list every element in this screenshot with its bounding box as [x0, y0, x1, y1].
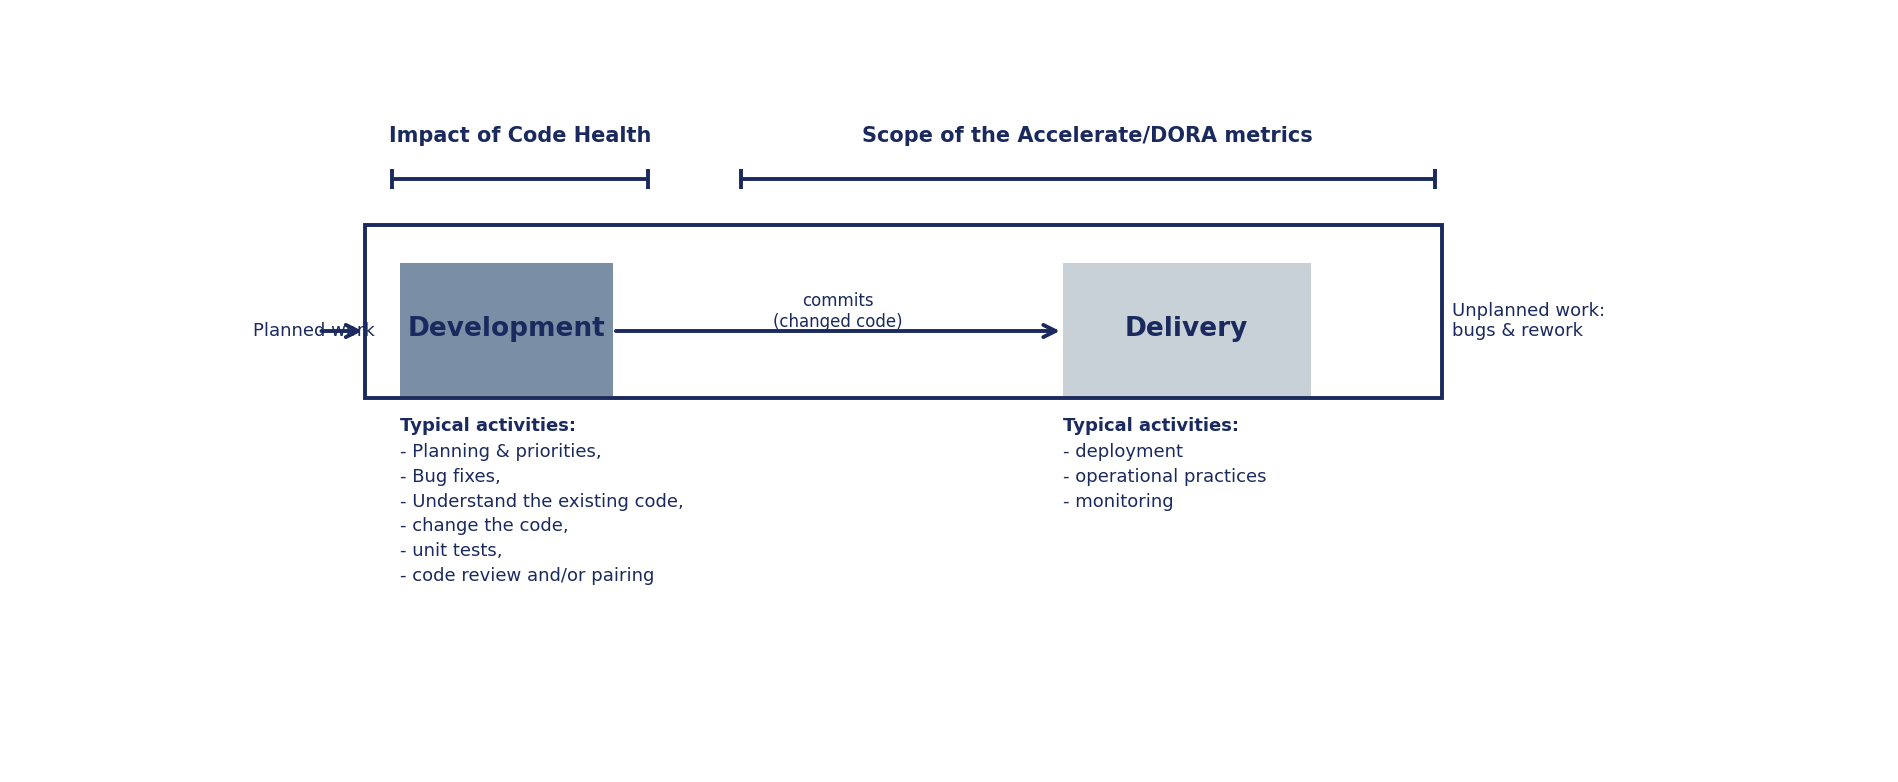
- Text: - unit tests,: - unit tests,: [400, 542, 503, 560]
- Text: - Bug fixes,: - Bug fixes,: [400, 468, 501, 486]
- Text: Unplanned work:
bugs & rework: Unplanned work: bugs & rework: [1452, 302, 1606, 340]
- Text: - operational practices: - operational practices: [1063, 468, 1266, 486]
- Text: Typical activities:: Typical activities:: [400, 418, 575, 436]
- Text: Impact of Code Health: Impact of Code Health: [389, 126, 651, 146]
- Text: - deployment: - deployment: [1063, 443, 1182, 461]
- Text: Scope of the Accelerate/DORA metrics: Scope of the Accelerate/DORA metrics: [862, 126, 1313, 146]
- Text: - monitoring: - monitoring: [1063, 493, 1173, 511]
- Bar: [364, 224, 1442, 398]
- Bar: [400, 264, 613, 396]
- Text: - Understand the existing code,: - Understand the existing code,: [400, 493, 683, 511]
- Text: - Planning & priorities,: - Planning & priorities,: [400, 443, 602, 461]
- Bar: [1063, 264, 1312, 396]
- Text: Typical activities:: Typical activities:: [1063, 418, 1239, 436]
- Text: Planned work: Planned work: [252, 322, 374, 340]
- Text: Delivery: Delivery: [1126, 317, 1249, 343]
- Text: commits
(changed code): commits (changed code): [772, 292, 903, 331]
- Text: - change the code,: - change the code,: [400, 518, 569, 536]
- Text: Development: Development: [408, 317, 605, 343]
- Text: - code review and/or pairing: - code review and/or pairing: [400, 567, 655, 585]
